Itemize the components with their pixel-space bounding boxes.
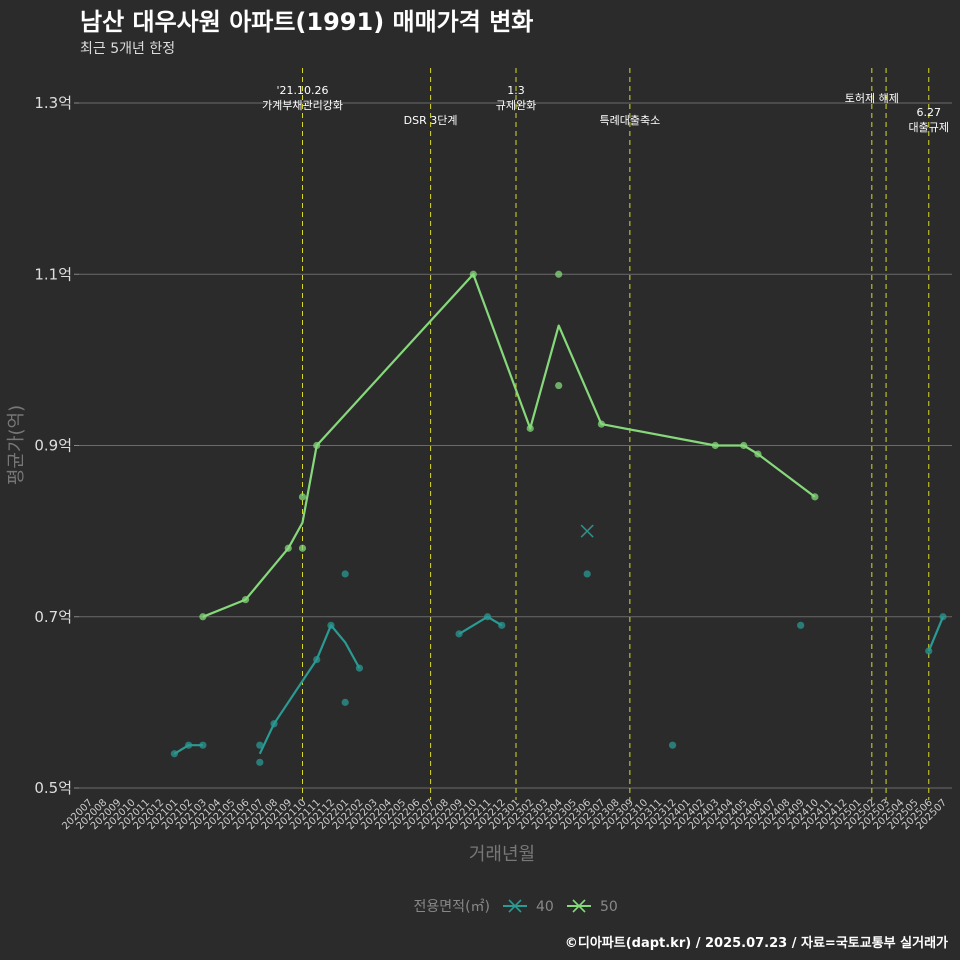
series-40-point — [498, 621, 506, 629]
highlight-marker — [580, 524, 594, 538]
chart-title: 남산 대우사원 아파트(1991) 매매가격 변화 — [80, 8, 533, 36]
series-40-point — [270, 720, 278, 728]
series-40-point — [199, 741, 207, 749]
series-40-point — [341, 570, 349, 578]
series-40-point — [355, 664, 364, 672]
series-50-point — [298, 544, 307, 552]
event-label: 특례대출축소 — [599, 114, 660, 127]
event-label: '21.10.26 — [276, 84, 328, 97]
legend-label-40: 40 — [536, 899, 554, 915]
series-40-point — [327, 621, 335, 629]
series-40-point — [925, 647, 933, 655]
y-axis-title: 평균가(억) — [6, 405, 27, 485]
event-label: 토허제 해제 — [845, 91, 899, 105]
series-40-point — [797, 621, 805, 629]
series-40-point — [668, 741, 677, 749]
series-50-point — [740, 441, 748, 450]
series-40-point — [341, 698, 349, 706]
series-40-line — [458, 615, 503, 635]
y-tick-label: 0.7억 — [34, 608, 72, 626]
series-40-point — [256, 741, 264, 749]
series-50-point — [199, 613, 207, 621]
y-axis-ticks: 0.5억 0.7억 0.9억 1.1억 1.3억 — [34, 94, 79, 797]
legend-key-40 — [508, 899, 522, 913]
series-50-point — [597, 420, 606, 428]
legend-label-50: 50 — [600, 899, 618, 915]
series-40-point — [256, 758, 264, 766]
event-label: DSR 3단계 — [404, 114, 458, 127]
series-50-point — [555, 381, 563, 390]
x-axis-ticks: 2020072020082020092020102020112020122021… — [60, 797, 949, 832]
series-40-point — [939, 613, 947, 621]
legend: 전용면적(㎡) 40 50 — [414, 899, 618, 915]
series-50-point — [811, 493, 819, 501]
event-label: 가계부채관리강화 — [262, 99, 343, 112]
series-40-point — [170, 750, 178, 758]
series-50-point — [298, 493, 307, 501]
legend-key-50 — [572, 899, 586, 913]
series-40-point — [483, 613, 492, 621]
series-40-point — [185, 741, 193, 749]
chart-subtitle: 최근 5개년 한정 — [80, 41, 175, 57]
event-label: 대출규제 — [909, 121, 949, 134]
series-40-point — [583, 570, 591, 578]
series-layer — [170, 270, 947, 766]
y-tick-label: 1.1억 — [34, 265, 72, 283]
series-50-point — [555, 270, 563, 278]
caption: ©디아파트(dapt.kr) / 2025.07.23 / 자료=국토교통부 실… — [565, 935, 948, 951]
series-40-point — [455, 630, 463, 638]
series-40-line — [258, 624, 361, 755]
event-label: 규제완화 — [496, 99, 536, 112]
grid-lines — [79, 102, 952, 789]
y-tick-label: 1.3억 — [34, 94, 72, 112]
event-label: 6.27 — [917, 106, 942, 119]
series-50-point — [711, 441, 719, 450]
series-40-point — [313, 655, 321, 664]
series-50-point — [469, 270, 477, 278]
x-axis-title: 거래년월 — [469, 844, 535, 865]
y-tick-label: 0.5억 — [34, 779, 72, 797]
series-50-point — [754, 450, 762, 458]
series-50-point — [241, 596, 250, 604]
series-40-line — [927, 616, 945, 652]
legend-title: 전용면적(㎡) — [414, 899, 490, 915]
y-tick-label: 0.9억 — [34, 437, 72, 455]
series-50-point — [313, 441, 321, 450]
series-50-point — [284, 544, 292, 552]
series-50-point — [526, 424, 534, 432]
event-label: 1.3 — [507, 84, 525, 97]
